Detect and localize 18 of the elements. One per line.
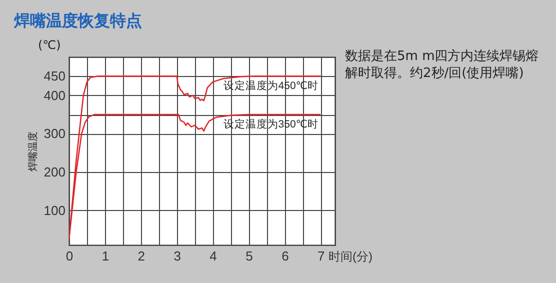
y-tick-label: 400 bbox=[44, 88, 66, 103]
x-tick-label: 1 bbox=[102, 248, 110, 264]
x-tick-label: 7 bbox=[318, 248, 325, 264]
text: (℃) bbox=[38, 38, 62, 52]
y-axis-title: 焊嘴温度 bbox=[26, 132, 39, 172]
x-tick-label: 5 bbox=[246, 248, 253, 264]
x-tick-label: 0 bbox=[66, 248, 74, 264]
y-tick-label: 200 bbox=[44, 164, 66, 180]
x-tick-label: 6 bbox=[282, 248, 289, 264]
x-axis-title: 时间(分) bbox=[328, 250, 372, 264]
x-tick-label: 4 bbox=[210, 248, 217, 264]
chart-title: 焊嘴温度恢复特点 bbox=[13, 11, 142, 30]
y-tick-label: 100 bbox=[44, 202, 66, 218]
x-tick-label: 3 bbox=[174, 248, 181, 264]
x-tick-label: 2 bbox=[138, 248, 146, 264]
y-tick-label: 450 bbox=[44, 68, 66, 84]
text: 数据是在5m m四方内连续焊锡熔解时取得。约2秒/回(使用焊嘴) bbox=[345, 48, 540, 82]
y-tick-label: 300 bbox=[44, 126, 66, 142]
